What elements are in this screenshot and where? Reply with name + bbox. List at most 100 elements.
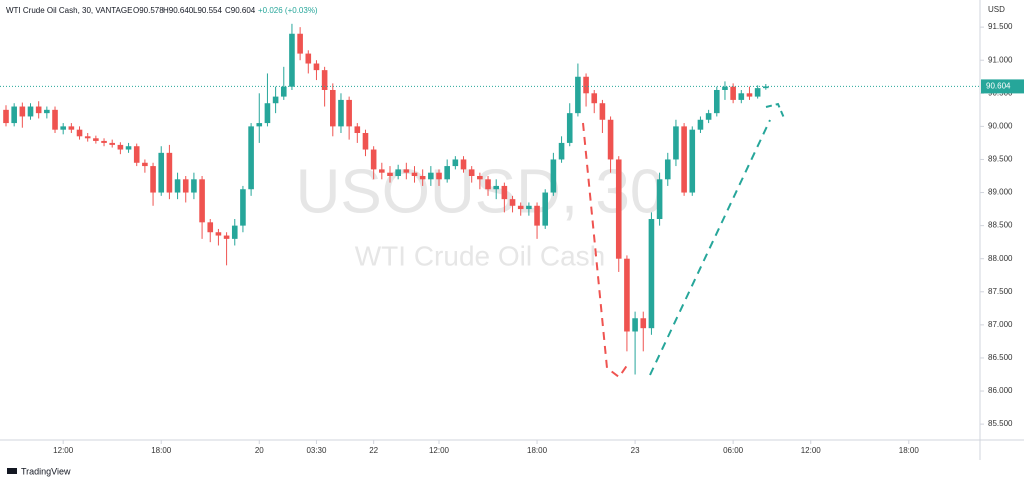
candle-body	[44, 109, 50, 114]
candle-body	[109, 142, 116, 145]
candle-body	[207, 222, 214, 233]
candle-body	[68, 126, 75, 130]
candle-body	[215, 232, 222, 236]
brand-logo	[7, 468, 17, 474]
y-tick-label: 87.000	[988, 320, 1013, 329]
candle-body	[125, 146, 132, 150]
candle-body	[501, 185, 508, 200]
candle-body	[640, 318, 647, 329]
candle-body	[436, 172, 442, 180]
candle-body	[248, 126, 254, 190]
x-tick-label: 20	[255, 446, 264, 455]
y-tick-label: 85.500	[988, 419, 1013, 428]
candle-body	[52, 109, 58, 130]
candle-body	[558, 142, 565, 160]
x-tick-label: 18:00	[151, 446, 172, 455]
ohlc-close: C90.604	[225, 6, 256, 15]
change: +0.026 (+0.03%)	[258, 6, 318, 15]
candle-body	[231, 225, 238, 239]
candle-body	[566, 113, 573, 143]
candle-body	[746, 93, 753, 97]
candle-body	[648, 219, 655, 329]
candle-body	[754, 88, 761, 97]
candle-body	[313, 63, 320, 71]
candle-body	[713, 89, 720, 114]
candle-body	[632, 318, 638, 332]
candle-body	[419, 176, 426, 180]
candle-body	[370, 149, 377, 170]
candle-body	[681, 126, 687, 193]
y-tick-label: 90.000	[988, 121, 1013, 130]
y-tick-label: 88.000	[988, 254, 1013, 263]
x-tick-label: 18:00	[899, 446, 920, 455]
y-tick-label: 89.000	[988, 188, 1013, 197]
x-tick-label: 18:00	[527, 446, 548, 455]
last-price-label: 90.604	[986, 82, 1011, 91]
down-arrow-annotation	[582, 122, 629, 379]
candle-body	[730, 86, 736, 100]
brand-name: TradingView	[21, 466, 71, 476]
candle-body	[534, 205, 540, 226]
y-tick-label: 86.500	[988, 353, 1013, 362]
candle-body	[738, 93, 745, 100]
y-tick-label: 91.000	[988, 55, 1013, 64]
candle-body	[297, 33, 303, 54]
candle-body	[223, 235, 230, 239]
candle-body	[722, 86, 728, 90]
watermark-subtitle: WTI Crude Oil Cash	[355, 240, 606, 271]
candle-body	[485, 179, 491, 190]
candle-body	[191, 179, 197, 193]
candle-body	[19, 106, 26, 117]
candle-body	[624, 258, 630, 332]
candle-body	[689, 129, 696, 193]
candle-body	[387, 172, 393, 176]
candle-body	[101, 140, 107, 143]
last-price-tag	[981, 79, 1024, 94]
candle-body	[493, 185, 499, 190]
ohlc-open: O90.578	[133, 6, 164, 15]
candle-body	[305, 53, 312, 64]
up-arrow-head	[765, 102, 785, 119]
candle-body	[280, 86, 287, 97]
candle-body	[264, 103, 271, 124]
candle-body	[142, 162, 148, 167]
x-tick-label: 22	[369, 446, 378, 455]
candle-body	[599, 103, 606, 120]
candle-body	[35, 106, 42, 114]
candle-body	[550, 159, 557, 193]
y-tick-label: 88.500	[988, 221, 1013, 230]
candle-body	[76, 129, 83, 137]
candle-body	[607, 119, 614, 160]
candle-body	[182, 179, 189, 193]
candle-body	[583, 76, 589, 94]
candle-body	[330, 89, 336, 127]
candle-body	[27, 106, 34, 117]
candle-body	[656, 179, 663, 220]
x-tick-label: 23	[631, 446, 640, 455]
y-tick-label: 87.500	[988, 287, 1013, 296]
ohlc-low: L90.554	[193, 6, 222, 15]
candle-body	[763, 86, 769, 89]
ohlc-high: H90.640	[163, 6, 194, 15]
candle-body	[93, 138, 99, 141]
candle-body	[705, 113, 712, 120]
candle-body	[615, 159, 622, 259]
candle-body	[272, 96, 279, 104]
x-tick-label: 03:30	[306, 446, 327, 455]
candle-body	[591, 93, 598, 104]
candle-body	[346, 99, 352, 127]
candle-body	[673, 126, 679, 160]
candle-body	[321, 70, 328, 90]
candle-body	[403, 169, 410, 173]
candle-body	[166, 152, 173, 193]
candle-body	[117, 144, 124, 150]
candle-body	[411, 172, 418, 176]
candle-body	[11, 106, 17, 124]
y-tick-label: 86.000	[988, 386, 1013, 395]
candle-body	[150, 166, 156, 193]
candle-body	[362, 132, 369, 150]
candle-body	[379, 169, 385, 173]
candle-body	[428, 172, 434, 180]
